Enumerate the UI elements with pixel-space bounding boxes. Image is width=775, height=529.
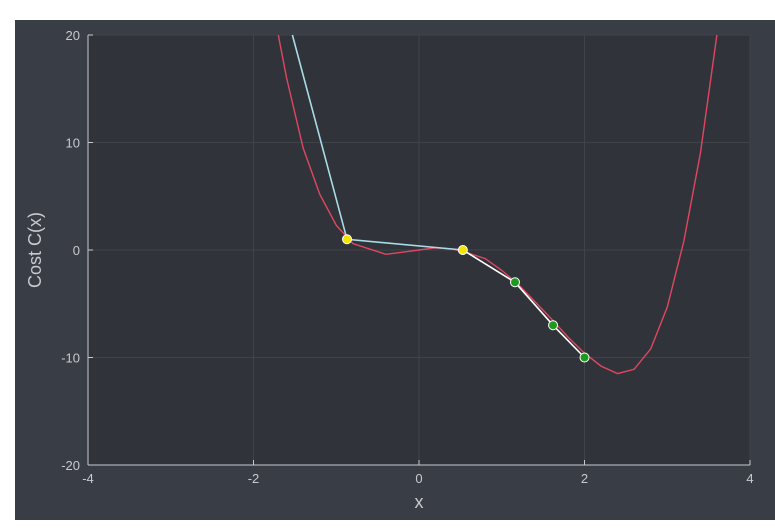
x-tick-label: 2	[581, 471, 588, 486]
y-tick-label: 20	[66, 28, 80, 43]
x-tick-label: -4	[82, 471, 94, 486]
descent-path-white-line	[462, 249, 586, 359]
descent-point-green	[579, 352, 590, 363]
markers	[342, 234, 590, 363]
y-tick-label: 0	[73, 243, 80, 258]
chart-figure: -4 -2 0 2 4 -20 -10 0 10 20 x Cost C(x)	[15, 20, 775, 520]
y-tick-label: -20	[61, 458, 80, 473]
x-tick-label: -2	[248, 471, 260, 486]
x-tick-label: 0	[415, 471, 422, 486]
descent-point-green	[509, 277, 520, 288]
y-axis-label: Cost C(x)	[25, 212, 45, 288]
x-axis-label: x	[415, 492, 424, 512]
descent-point-green	[548, 320, 559, 331]
y-tick-label: -10	[61, 351, 80, 366]
descent-point-yellow	[457, 245, 468, 255]
cost-curve-line	[277, 34, 718, 375]
descent-point-yellow	[342, 234, 353, 245]
y-tick-label: 10	[66, 136, 80, 151]
x-tick-label: 4	[746, 471, 753, 486]
